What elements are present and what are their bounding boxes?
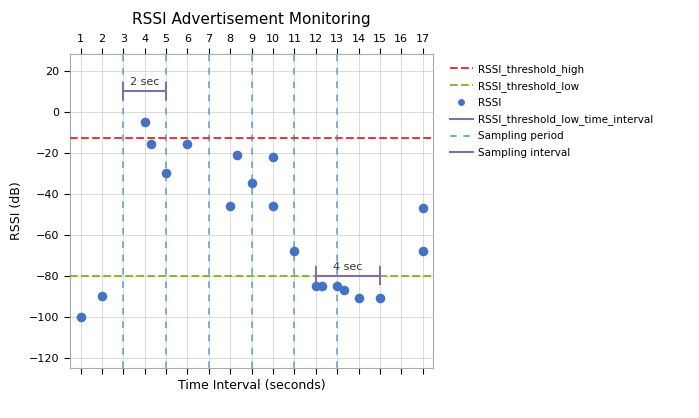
- Legend: RSSI_threshold_high, RSSI_threshold_low, RSSI, RSSI_threshold_low_time_interval,: RSSI_threshold_high, RSSI_threshold_low,…: [446, 59, 658, 162]
- X-axis label: Time Interval (seconds): Time Interval (seconds): [178, 379, 326, 392]
- Point: [268, 153, 279, 160]
- Text: 2 sec: 2 sec: [130, 77, 159, 87]
- Point: [96, 293, 108, 299]
- Point: [353, 295, 364, 301]
- Point: [331, 283, 343, 289]
- Point: [139, 119, 150, 125]
- Title: RSSI Advertisement Monitoring: RSSI Advertisement Monitoring: [132, 12, 371, 27]
- Point: [375, 295, 386, 301]
- Point: [75, 313, 86, 320]
- Point: [310, 283, 322, 289]
- Point: [246, 180, 257, 187]
- Point: [145, 141, 157, 148]
- Point: [231, 151, 243, 158]
- Point: [224, 203, 236, 209]
- Point: [289, 248, 300, 255]
- Text: 4 sec: 4 sec: [333, 262, 363, 272]
- Point: [417, 248, 428, 255]
- Y-axis label: RSSI (dB): RSSI (dB): [10, 182, 24, 240]
- Point: [417, 205, 428, 212]
- Point: [317, 283, 328, 289]
- Point: [161, 170, 172, 176]
- Point: [338, 287, 350, 293]
- Point: [268, 203, 279, 209]
- Point: [182, 141, 193, 148]
